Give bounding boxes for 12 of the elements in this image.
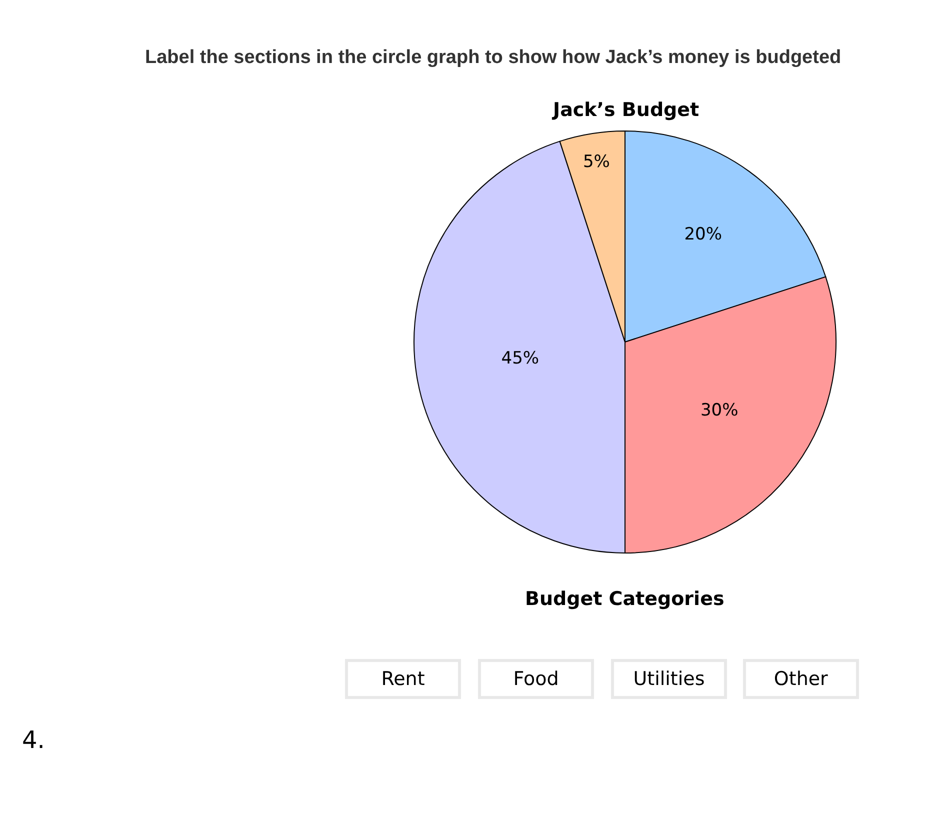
text: Budget Categories [525, 588, 724, 610]
data-label: 30% [700, 400, 738, 421]
data-label: 45% [501, 348, 540, 369]
text: Utilities [633, 668, 705, 690]
chart-title: Label the sections in the circle graph to show how Jack’s money is budgeted [145, 47, 842, 68]
data-label: 20% [684, 224, 722, 244]
text: Other [774, 668, 828, 690]
chart-subtitle: Jack’s Budget [551, 99, 700, 121]
text: 4. [22, 726, 45, 754]
data-label: 5% [582, 152, 610, 172]
text: Food [513, 668, 559, 690]
text: Rent [381, 668, 425, 690]
